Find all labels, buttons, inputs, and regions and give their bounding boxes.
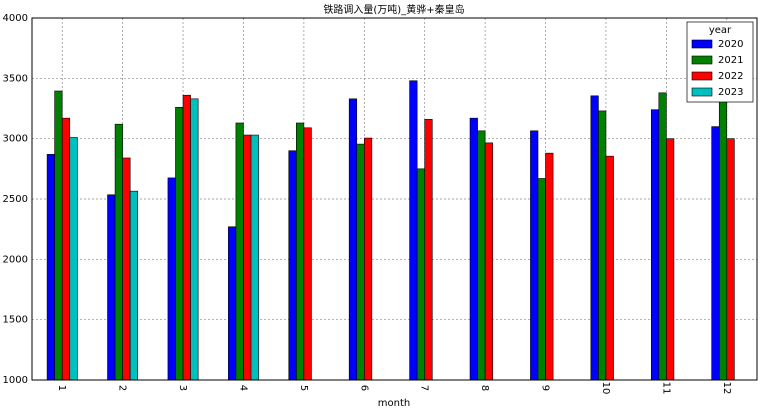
x-axis-label: month: [378, 398, 410, 409]
bar: [54, 90, 63, 381]
bar: [590, 95, 599, 381]
bar: [530, 130, 539, 381]
bar: [363, 137, 373, 381]
bar: [303, 127, 312, 381]
bar: [235, 122, 244, 381]
bar: [658, 92, 667, 381]
x-tick-label: 10: [600, 382, 611, 395]
x-tick-label: 4: [237, 385, 248, 391]
x-tick-label: 7: [419, 385, 430, 391]
x-tick-label: 8: [479, 385, 490, 391]
y-tick-label: 3500: [3, 73, 28, 84]
chart-title: 铁路调入量(万吨)_黄骅+秦皇岛: [323, 3, 464, 16]
legend-swatch: [691, 71, 713, 81]
legend-label: 2021: [718, 55, 743, 66]
x-tick-label: 6: [358, 385, 369, 391]
legend-label: 2022: [718, 71, 743, 82]
bar: [545, 152, 554, 381]
legend-swatch: [691, 39, 713, 49]
bar: [605, 155, 614, 381]
bar: [598, 110, 607, 381]
y-tick-label: 2500: [3, 194, 28, 205]
bar: [228, 226, 237, 381]
x-tick-label: 11: [660, 382, 671, 395]
bar: [348, 98, 358, 381]
bar: [107, 194, 116, 381]
legend-title: year: [709, 25, 732, 36]
bar: [666, 138, 675, 381]
bar: [129, 190, 139, 381]
y-tick-label: 1000: [3, 375, 28, 386]
x-tick-label: 5: [298, 385, 309, 391]
y-tick-label: 3000: [3, 134, 28, 145]
x-tick-label: 2: [117, 385, 128, 391]
x-tick-label: 3: [177, 385, 188, 391]
bar: [726, 138, 735, 381]
bar: [243, 134, 252, 381]
plot-frame: [31, 17, 758, 381]
y-tick-label: 4000: [3, 13, 28, 24]
bar: [296, 122, 305, 381]
bar: [424, 119, 433, 381]
bar: [182, 94, 191, 381]
legend-label: 2023: [718, 87, 743, 98]
bar: [69, 137, 78, 381]
bar: [711, 126, 720, 381]
bar: [175, 106, 184, 381]
x-tick-label: 9: [540, 385, 551, 391]
legend-swatch: [691, 55, 713, 65]
bar: [409, 80, 418, 381]
bar: [650, 109, 660, 381]
bar: [46, 154, 55, 381]
bar: [484, 142, 493, 381]
y-tick-label: 2000: [3, 254, 28, 265]
bar: [122, 157, 131, 381]
bar: [167, 177, 176, 381]
legend-label: 2020: [718, 39, 743, 50]
bar: [477, 130, 486, 381]
bar: [288, 150, 297, 381]
y-tick-label: 1500: [3, 315, 28, 326]
bar: [190, 98, 199, 381]
x-tick-label: 12: [721, 382, 732, 395]
bar: [356, 143, 365, 381]
bar: [114, 123, 123, 381]
bar: [537, 178, 546, 381]
x-tick-label: 1: [56, 385, 67, 391]
bar: [250, 134, 259, 381]
bar: [61, 117, 71, 381]
bar: [469, 117, 478, 381]
legend-swatch: [691, 87, 713, 97]
bar: [718, 87, 728, 381]
bar: [416, 168, 426, 381]
